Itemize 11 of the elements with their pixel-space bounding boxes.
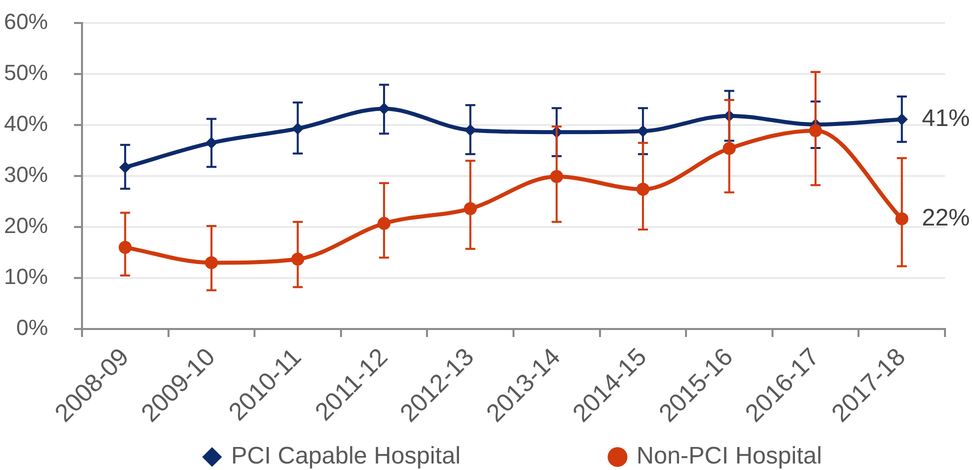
y-tick-label: 30% [4,162,48,188]
y-tick-label: 0% [16,315,48,340]
legend-label: PCI Capable Hospital [231,442,461,470]
y-tick-label: 10% [4,264,48,290]
data-label: 41% [922,105,970,132]
y-tick-label: 60% [4,9,48,34]
y-tick-label: 50% [4,60,48,86]
y-tick-label: 20% [4,213,48,238]
y-tick-label: 40% [4,111,48,136]
legend-label: Non-PCI Hospital [636,442,822,470]
data-label: 22% [922,204,970,232]
